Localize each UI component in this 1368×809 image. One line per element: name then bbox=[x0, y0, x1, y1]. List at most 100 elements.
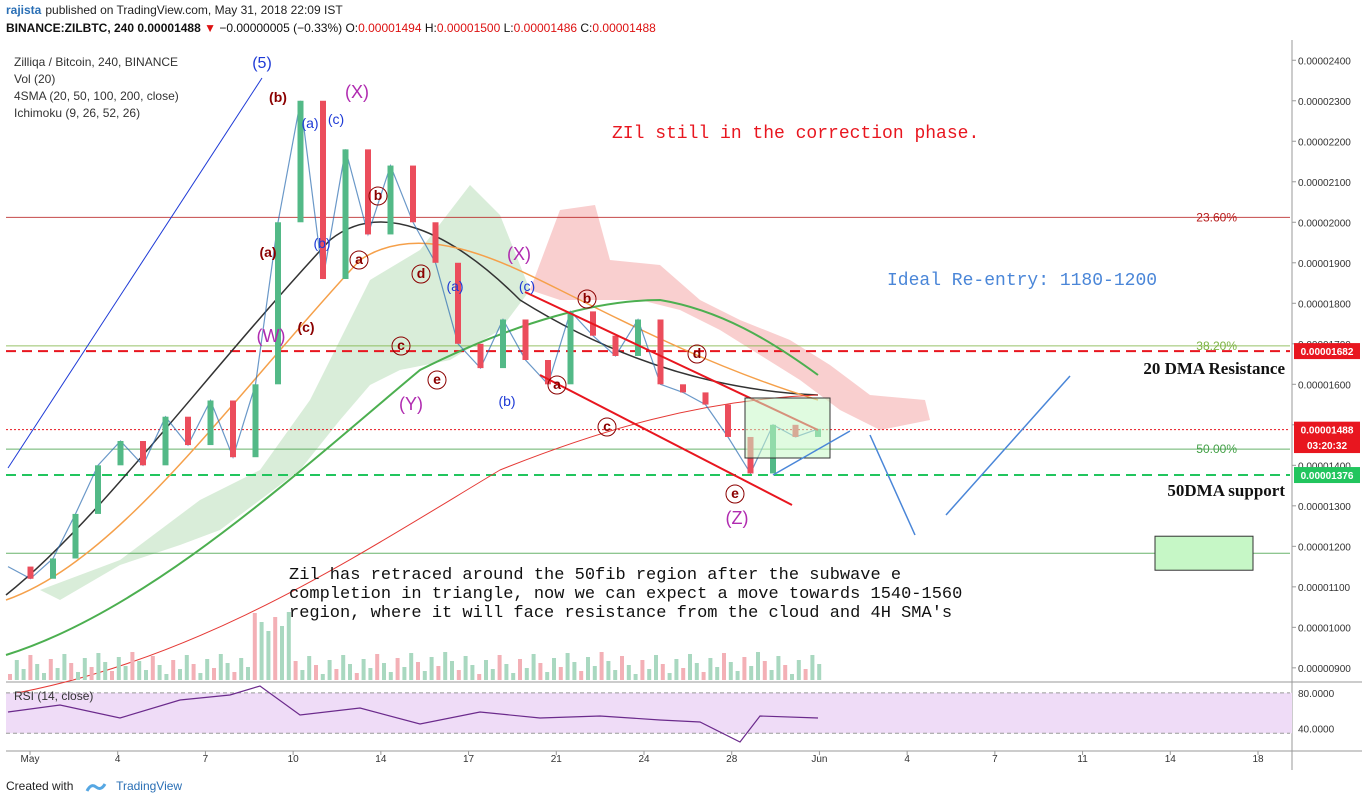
wave-label-red: (b) bbox=[269, 89, 287, 105]
arrow-up-long bbox=[945, 375, 1071, 516]
x-tick-label: 11 bbox=[1077, 754, 1088, 765]
volume-bar bbox=[599, 652, 604, 680]
price-tag: 0.00001488 bbox=[1301, 426, 1354, 437]
volume-bar bbox=[654, 655, 658, 680]
volume-bar bbox=[606, 661, 611, 680]
wave-label-red: (a) bbox=[259, 244, 276, 260]
candle bbox=[410, 165, 416, 223]
y-tick-label: 0.00001100 bbox=[1298, 583, 1351, 594]
annotation-text[interactable]: completion in triangle, now we can expec… bbox=[289, 585, 962, 604]
volume-bar bbox=[701, 672, 706, 680]
wave-label-red: (c) bbox=[297, 319, 314, 335]
price-tag: 0.00001376 bbox=[1301, 471, 1354, 482]
candle bbox=[522, 319, 529, 360]
volume-bar bbox=[164, 674, 169, 680]
volume-bar bbox=[443, 652, 448, 680]
legend-vol[interactable]: Vol (20) bbox=[14, 72, 56, 86]
open-value: 0.00001494 bbox=[358, 21, 422, 35]
volume-bar bbox=[742, 657, 747, 680]
volume-bar bbox=[504, 664, 509, 680]
volume-bar bbox=[280, 626, 284, 680]
wave-label-blue: (b) bbox=[498, 393, 515, 409]
candle bbox=[657, 319, 664, 385]
sma100-line bbox=[5, 298, 819, 656]
wave-circle bbox=[687, 344, 707, 364]
candle bbox=[207, 400, 214, 446]
annotation-text[interactable]: Ideal Re-entry: 1180-1200 bbox=[887, 271, 1157, 291]
volume-bar bbox=[477, 674, 482, 680]
volume-bar bbox=[538, 663, 543, 680]
candle bbox=[50, 558, 56, 579]
x-tick-label: May bbox=[21, 754, 40, 765]
volume-bar bbox=[28, 655, 33, 680]
sma50-line bbox=[5, 242, 819, 601]
volume-bar bbox=[511, 673, 516, 680]
wave-label-purple: (X) bbox=[345, 82, 369, 102]
annotation-text[interactable]: ZIl still in the correction phase. bbox=[612, 124, 979, 144]
volume-bar bbox=[640, 660, 645, 680]
annotation-text[interactable]: region, where it will face resistance fr… bbox=[289, 604, 952, 623]
volume-bar bbox=[688, 654, 692, 680]
candle bbox=[162, 416, 169, 466]
volume-bar bbox=[579, 671, 584, 680]
volume-bar bbox=[456, 670, 461, 680]
candle bbox=[477, 343, 484, 369]
volume-bar bbox=[592, 666, 597, 680]
annotation-text[interactable]: 50DMA support bbox=[1167, 481, 1285, 500]
x-tick-label: 14 bbox=[1165, 754, 1177, 765]
volume-bar bbox=[497, 655, 502, 680]
wave-label-purple: (Z) bbox=[726, 508, 749, 528]
volume-bar bbox=[803, 669, 808, 680]
wave-circle bbox=[368, 186, 388, 206]
wave-circle bbox=[349, 250, 369, 270]
annotation-text[interactable]: 20 DMA Resistance bbox=[1143, 359, 1285, 378]
volume-bar bbox=[259, 622, 264, 680]
legend-sma[interactable]: 4SMA (20, 50, 100, 200, close) bbox=[14, 89, 179, 103]
volume-bar bbox=[218, 654, 223, 680]
volume-bar bbox=[103, 662, 108, 680]
legend-title[interactable]: Zilliqa / Bitcoin, 240, BINANCE bbox=[14, 55, 179, 69]
candle bbox=[500, 319, 506, 369]
wave-label-purple: (X) bbox=[507, 244, 531, 264]
volume-bar bbox=[565, 653, 570, 680]
wave-label-red: d bbox=[417, 265, 426, 281]
volume-bar bbox=[232, 672, 237, 680]
annotation-text[interactable]: Zil has retraced around the 50fib region… bbox=[289, 566, 901, 585]
volume-bar bbox=[361, 659, 366, 680]
volume-bar bbox=[348, 664, 352, 680]
volume-bar bbox=[620, 656, 624, 680]
volume-bar bbox=[776, 656, 781, 680]
author-name[interactable]: rajista bbox=[6, 3, 42, 17]
volume-bar bbox=[14, 660, 19, 680]
publish-date: published on TradingView.com, May 31, 20… bbox=[45, 3, 343, 17]
volume-bar bbox=[89, 667, 94, 680]
volume-bar bbox=[55, 668, 60, 680]
volume-bar bbox=[198, 673, 203, 680]
volume-bar bbox=[157, 665, 162, 680]
volume-bar bbox=[21, 669, 26, 680]
x-tick-label: 21 bbox=[551, 754, 563, 765]
rsi-tick-label: 40.0000 bbox=[1298, 724, 1335, 735]
y-tick-label: 0.00000900 bbox=[1298, 664, 1351, 675]
volume-bar bbox=[123, 666, 128, 680]
candle bbox=[635, 319, 641, 356]
x-tick-label: 7 bbox=[203, 754, 209, 765]
y-tick-label: 0.00001300 bbox=[1298, 502, 1351, 513]
volume-bar bbox=[796, 660, 801, 680]
volume-bar bbox=[178, 669, 182, 680]
tradingview-brand[interactable]: TradingView bbox=[116, 779, 183, 793]
low-label: L: bbox=[503, 21, 514, 35]
candle bbox=[140, 441, 146, 466]
rsi-tick-label: 80.0000 bbox=[1298, 689, 1335, 700]
x-tick-label: 4 bbox=[904, 754, 910, 765]
volume-bar bbox=[334, 669, 339, 680]
wave-label-red: e bbox=[433, 371, 441, 387]
y-tick-label: 0.00001900 bbox=[1298, 259, 1351, 270]
candle bbox=[72, 513, 79, 559]
last-price: 0.00001488 bbox=[137, 21, 201, 35]
volume-bar bbox=[395, 658, 400, 680]
volume-bar bbox=[817, 664, 822, 680]
legend-ichimoku[interactable]: Ichimoku (9, 26, 52, 26) bbox=[14, 106, 141, 120]
